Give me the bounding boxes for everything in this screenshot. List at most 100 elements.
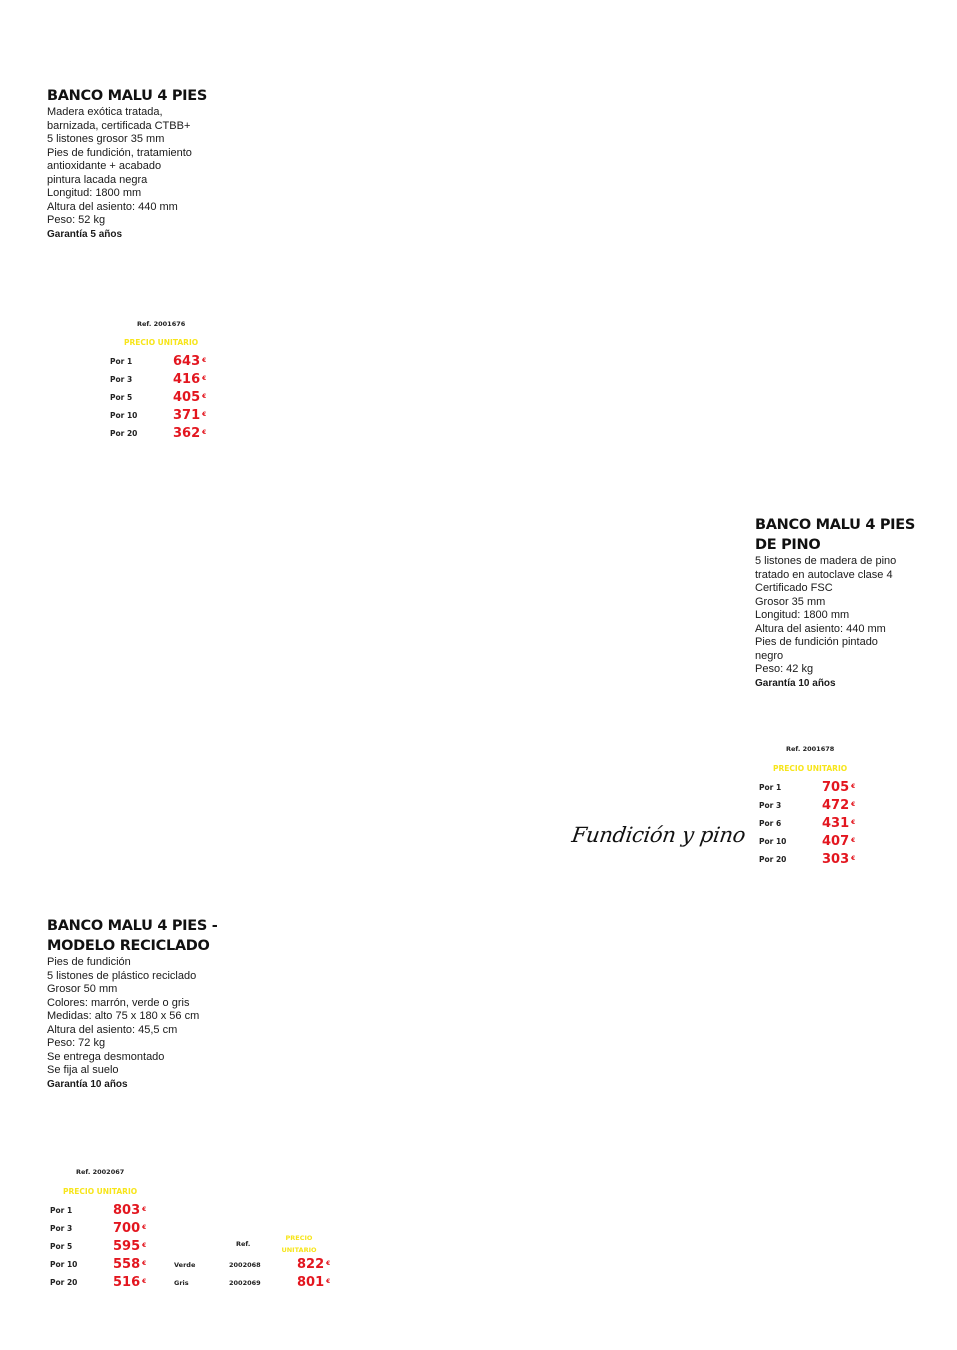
tier-price: 405 €: [173, 390, 207, 405]
product-banco-malu-4-pies-reciclado: BANCO MALU 4 PIES - MODELO RECICLADO Pie…: [47, 916, 267, 1091]
description-line: Altura del asiento: 440 mm: [47, 200, 178, 213]
price-tier-row: Por 3 700 €: [50, 1221, 150, 1239]
description-line: 5 listones grosor 35 mm: [47, 133, 165, 145]
tier-quantity: Por 10: [110, 411, 138, 420]
tier-price: 407 €: [822, 834, 856, 849]
description-line: Se entrega desmontado: [47, 1050, 165, 1063]
tier-price: 516 €: [113, 1275, 147, 1290]
price-tier-row: Por 5 405 €: [110, 390, 210, 408]
tier-quantity: Por 1: [110, 357, 133, 366]
warranty: Garantía 10 años: [47, 1078, 128, 1090]
description-line: Altura del asiento: 45,5 cm: [47, 1023, 178, 1036]
tier-quantity: Por 10: [50, 1260, 78, 1269]
tier-quantity: Por 3: [759, 801, 782, 810]
tier-price: 371 €: [173, 408, 207, 423]
variant-table: Ref. PRECIO UNITARIO Verde 2002068 822 € …: [170, 1230, 340, 1300]
price-table: Ref. 2001676 PRECIO UNITARIO Por 1 643 € …: [110, 320, 220, 450]
description-line: Medidas: alto 75 x 180 x 56 cm: [47, 1010, 200, 1022]
description-line: barnizada, certificada CTBB+: [47, 119, 191, 132]
warranty: Garantía 10 años: [755, 677, 836, 689]
price-table: Ref. 2001678 PRECIO UNITARIO Por 1 705 € …: [759, 745, 869, 875]
tier-price: 416 €: [173, 372, 207, 387]
description-line: negro: [755, 649, 784, 662]
tier-price: 472 €: [822, 798, 856, 813]
description-line: pintura lacada negra: [47, 173, 148, 186]
description-line: Peso: 72 kg: [47, 1037, 106, 1049]
tier-price: 803 €: [113, 1203, 147, 1218]
product-description: Madera exótica tratada, barnizada, certi…: [47, 106, 247, 228]
unit-price-label: PRECIO UNITARIO: [63, 1187, 138, 1196]
tier-quantity: Por 5: [110, 393, 133, 402]
tier-quantity: Por 20: [50, 1278, 78, 1287]
variant-ref: 2002069: [229, 1279, 261, 1287]
price-tier-row: Por 3 472 €: [759, 798, 859, 816]
product-title: BANCO MALU 4 PIES - MODELO RECICLADO: [47, 918, 218, 954]
description-line: Se fija al suelo: [47, 1064, 119, 1076]
variant-ref: 2002068: [229, 1261, 261, 1269]
description-line: Longitud: 1800 mm: [47, 187, 142, 199]
tier-quantity: Por 6: [759, 819, 782, 828]
description-line: Longitud: 1800 mm: [755, 609, 850, 621]
price-tier-row: Por 5 595 €: [50, 1239, 150, 1257]
tier-quantity: Por 10: [759, 837, 787, 846]
tier-price: 558 €: [113, 1257, 147, 1272]
description-line: Pies de fundición: [47, 956, 131, 968]
price-tier-row: Por 10 407 €: [759, 834, 859, 852]
tier-price: 700 €: [113, 1221, 147, 1236]
price-table: Ref. 2002067 PRECIO UNITARIO Por 1 803 € …: [50, 1168, 160, 1298]
ref-number: Ref. 2002067: [76, 1168, 125, 1176]
product-description: Pies de fundición 5 listones de plástico…: [47, 956, 267, 1078]
variant-ref-header: Ref.: [236, 1240, 251, 1248]
tier-quantity: Por 20: [759, 855, 787, 864]
description-line: Grosor 35 mm: [755, 595, 826, 608]
product-title: BANCO MALU 4 PIES: [47, 88, 208, 104]
description-line: tratado en autoclave clase 4: [755, 568, 893, 581]
price-tier-row: Por 10 558 €: [50, 1257, 150, 1275]
price-tier-row: Por 10 371 €: [110, 408, 210, 426]
price-tier-row: Por 1 643 €: [110, 354, 210, 372]
price-tier-row: Por 20 303 €: [759, 852, 859, 870]
description-line: Altura del asiento: 440 mm: [755, 622, 886, 635]
variant-price: 822 €: [297, 1257, 331, 1272]
tier-price: 595 €: [113, 1239, 147, 1254]
description-line: 5 listones de madera de pino: [755, 555, 897, 567]
description-line: Pies de fundición pintado: [755, 636, 878, 648]
description-line: Peso: 52 kg: [47, 214, 106, 226]
variant-color: Gris: [174, 1279, 189, 1287]
tier-quantity: Por 1: [50, 1206, 73, 1215]
price-tier-row: Por 3 416 €: [110, 372, 210, 390]
tier-price: 431 €: [822, 816, 856, 831]
variant-color: Verde: [174, 1261, 196, 1269]
tier-quantity: Por 1: [759, 783, 782, 792]
product-description: 5 listones de madera de pino tratado en …: [755, 555, 945, 677]
description-line: Pies de fundición, tratamiento: [47, 146, 192, 159]
description-line: Certificado FSC: [755, 582, 833, 594]
description-line: Colores: marrón, verde o gris: [47, 996, 190, 1009]
script-caption: Fundición y pino: [570, 823, 747, 847]
tier-quantity: Por 5: [50, 1242, 73, 1251]
tier-price: 362 €: [173, 426, 207, 441]
product-title: BANCO MALU 4 PIES DE PINO: [755, 517, 916, 553]
warranty: Garantía 5 años: [47, 228, 123, 240]
product-banco-malu-4-pies-pino: BANCO MALU 4 PIES DE PINO 5 listones de …: [755, 515, 945, 690]
description-line: Grosor 50 mm: [47, 983, 118, 995]
unit-price-label: PRECIO UNITARIO: [124, 338, 199, 347]
description-line: Madera exótica tratada,: [47, 106, 163, 118]
tier-quantity: Por 3: [110, 375, 133, 384]
price-tier-row: Por 20 362 €: [110, 426, 210, 444]
tier-price: 303 €: [822, 852, 856, 867]
tier-quantity: Por 20: [110, 429, 138, 438]
tier-price: 705 €: [822, 780, 856, 795]
ref-number: Ref. 2001678: [786, 745, 835, 753]
tier-price: 643 €: [173, 354, 207, 369]
variant-price-header: PRECIO UNITARIO: [281, 1234, 317, 1254]
price-tier-row: Por 6 431 €: [759, 816, 859, 834]
description-line: antioxidante + acabado: [47, 160, 162, 172]
unit-price-label: PRECIO UNITARIO: [773, 764, 848, 773]
ref-number: Ref. 2001676: [137, 320, 186, 328]
product-banco-malu-4-pies: BANCO MALU 4 PIES Madera exótica tratada…: [47, 86, 247, 241]
price-tier-row: Por 1 803 €: [50, 1203, 150, 1221]
description-line: 5 listones de plástico reciclado: [47, 969, 197, 982]
price-tier-row: Por 20 516 €: [50, 1275, 150, 1293]
price-tier-row: Por 1 705 €: [759, 780, 859, 798]
